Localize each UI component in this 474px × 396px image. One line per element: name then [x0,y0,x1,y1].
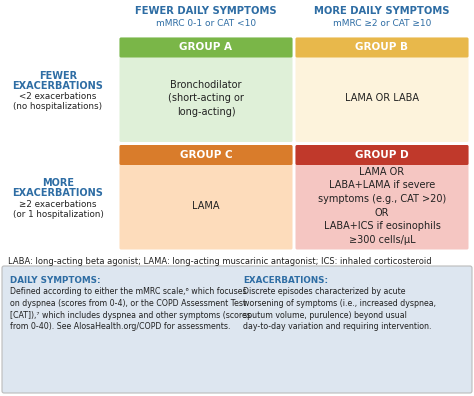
Text: ≥2 exacerbations: ≥2 exacerbations [19,200,97,209]
FancyBboxPatch shape [119,38,292,142]
Text: GROUP D: GROUP D [355,150,409,160]
FancyBboxPatch shape [295,38,468,142]
Text: DAILY SYMPTOMS:: DAILY SYMPTOMS: [10,276,100,285]
Text: LAMA OR
LABA+LAMA if severe
symptoms (e.g., CAT >20)
OR
LABA+ICS if eosinophils
: LAMA OR LABA+LAMA if severe symptoms (e.… [318,167,446,245]
Text: Bronchodilator
(short-acting or
long-acting): Bronchodilator (short-acting or long-act… [168,80,244,117]
FancyBboxPatch shape [2,266,472,393]
Text: EXACERBATIONS: EXACERBATIONS [13,188,103,198]
Text: mMRC 0-1 or CAT <10: mMRC 0-1 or CAT <10 [156,19,256,27]
Text: Defined according to either the mMRC scale,⁶ which focuses
on dyspnea (scores fr: Defined according to either the mMRC sca… [10,287,251,331]
Text: FEWER DAILY SYMPTOMS: FEWER DAILY SYMPTOMS [135,6,277,16]
Text: GROUP C: GROUP C [180,150,232,160]
Text: mMRC ≥2 or CAT ≥10: mMRC ≥2 or CAT ≥10 [333,19,431,27]
Bar [121,48,291,56]
Text: MORE DAILY SYMPTOMS: MORE DAILY SYMPTOMS [314,6,450,16]
Text: EXACERBATIONS:: EXACERBATIONS: [243,276,328,285]
Text: LAMA: LAMA [192,201,220,211]
Text: LABA: long-acting beta agonist; LAMA: long-acting muscarinic antagonist; ICS: in: LABA: long-acting beta agonist; LAMA: lo… [8,257,432,266]
Text: GROUP B: GROUP B [356,42,409,53]
Text: Discrete episodes characterized by acute
worsening of symptoms (i.e., increased : Discrete episodes characterized by acute… [243,287,436,331]
Text: LAMA OR LABA: LAMA OR LABA [345,93,419,103]
FancyBboxPatch shape [295,145,468,165]
Text: MORE: MORE [42,178,74,188]
Text: <2 exacerbations: <2 exacerbations [19,92,97,101]
Text: (or 1 hospitalization): (or 1 hospitalization) [13,210,103,219]
Bar [121,155,291,164]
FancyBboxPatch shape [119,38,292,57]
Text: EXACERBATIONS: EXACERBATIONS [13,81,103,91]
Bar [297,155,467,164]
FancyBboxPatch shape [295,38,468,57]
Text: GROUP A: GROUP A [180,42,233,53]
FancyBboxPatch shape [119,145,292,249]
Bar [297,48,467,56]
Text: FEWER: FEWER [39,71,77,81]
FancyBboxPatch shape [119,145,292,165]
Text: (no hospitalizations): (no hospitalizations) [13,102,102,111]
FancyBboxPatch shape [295,145,468,249]
